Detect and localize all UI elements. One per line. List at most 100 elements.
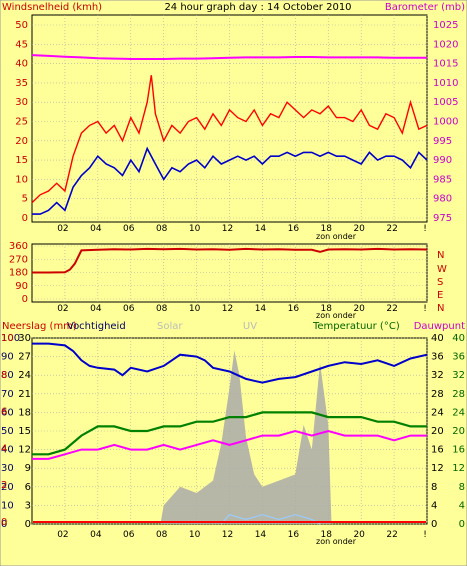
- panel-1-x-tick-label: 22: [386, 224, 397, 234]
- wind-y-tick-label: 15: [15, 155, 28, 166]
- wind-barometer-panel: 0510152025303540455097598098599099510001…: [2, 2, 465, 241]
- direction-y-tick-label: 180: [9, 268, 28, 279]
- uv-line: [220, 514, 321, 525]
- solar-tick-label: 3: [25, 500, 31, 511]
- panel-1-x-tick-label: 06: [123, 224, 135, 234]
- panel-2-x-tick-label: 20: [353, 304, 365, 314]
- solar-tick-label: 30: [18, 333, 31, 344]
- panel-1-x-tick-label: 14: [255, 224, 267, 234]
- uv-tick-label: 0: [431, 519, 437, 530]
- panel-2-frame: [31, 243, 428, 303]
- rain-tick-label: 2: [1, 480, 7, 491]
- uv-tick-label: 28: [431, 389, 444, 400]
- rain-tick-label: 4: [1, 443, 7, 454]
- solar-axis-label: Solar: [157, 321, 183, 332]
- wind-direction-line: [32, 247, 428, 274]
- rain-tick-label: 8: [1, 370, 7, 381]
- rain-tick-label: 10: [1, 333, 14, 344]
- temperature-tick-label: 20: [452, 426, 465, 437]
- panel-2-x-tick-label: !: [423, 304, 427, 314]
- solar-tick-label: 24: [18, 370, 31, 381]
- uv-tick-label: 8: [431, 482, 437, 493]
- wind-y-tick-label: 0: [22, 213, 28, 224]
- chart-title: 24 hour graph day : 14 October 2010: [164, 2, 351, 13]
- panel-1-x-tick-label: 02: [57, 224, 68, 234]
- panel-2-x-tick-label: 12: [222, 304, 233, 314]
- temperature-tick-label: 8: [459, 482, 465, 493]
- solar-area: [160, 350, 332, 524]
- temperature-tick-label: 4: [459, 500, 465, 511]
- panel-1-x-tick-label: 12: [222, 224, 233, 234]
- humidity-tick-label: 20: [1, 482, 14, 493]
- temperature-tick-label: 24: [452, 407, 465, 418]
- dewpoint-axis-label: Dauwpunt: [414, 321, 465, 332]
- direction-y-tick-label: 270: [9, 254, 28, 265]
- wind-speed-line: [32, 146, 428, 215]
- panel-3-x-tick-label: !: [423, 530, 427, 540]
- panel-3-x-tick-label: 16: [288, 530, 300, 540]
- barometer-tick-label: 985: [433, 174, 452, 185]
- wind-y-tick-label: 5: [22, 194, 28, 205]
- solar-tick-label: 9: [25, 463, 31, 474]
- uv-tick-label: 36: [431, 352, 444, 363]
- compass-tick-label: W: [437, 264, 447, 275]
- barometer-tick-label: 980: [433, 194, 452, 205]
- wind-y-tick-label: 45: [15, 39, 28, 50]
- panel-1-x-tick-label: 18: [321, 224, 333, 234]
- humidity-tick-label: 60: [1, 407, 14, 418]
- panel-1-frame: [31, 14, 428, 223]
- panel-2-x-tick-label: 18: [321, 304, 333, 314]
- barometer-tick-label: 1010: [433, 78, 458, 89]
- humidity-tick-label: 80: [1, 370, 14, 381]
- panel-3-x-tick-label: 10: [189, 530, 201, 540]
- humidity-tick-label: 90: [1, 352, 14, 363]
- direction-y-tick-label: 0: [22, 294, 28, 305]
- direction-y-tick-label: 90: [15, 281, 28, 292]
- solar-tick-label: 15: [18, 426, 31, 437]
- wind-y-tick-label: 35: [15, 78, 28, 89]
- barometer-axis-label: Barometer (mb): [385, 2, 465, 13]
- panel-3-x-tick-label: 08: [156, 530, 168, 540]
- barometer-tick-label: 1025: [433, 20, 458, 31]
- compass-tick-label: N: [437, 303, 444, 314]
- solar-tick-label: 6: [25, 482, 31, 493]
- wind-y-tick-label: 25: [15, 117, 28, 128]
- panel-2-x-tick-label: 22: [386, 304, 397, 314]
- temperature-tick-label: 28: [452, 389, 465, 400]
- uv-tick-label: 4: [431, 500, 437, 511]
- barometer-tick-label: 1020: [433, 39, 458, 50]
- panel-3-x-tick-label: 06: [123, 530, 135, 540]
- barometer-tick-label: 995: [433, 136, 452, 147]
- panel-3-series: [32, 342, 428, 525]
- solar-tick-label: 18: [18, 407, 31, 418]
- humidity-axis-label: Vochtigheid: [67, 321, 126, 332]
- panel-1-x-tick-label: 08: [156, 224, 168, 234]
- panel-1-series: [31, 54, 428, 215]
- panel-3-sunset-annotation: zon onder: [316, 537, 357, 546]
- panel-1-x-tick-label: 20: [353, 224, 365, 234]
- humidity-tick-label: 30: [1, 463, 14, 474]
- wind-y-tick-label: 20: [15, 136, 28, 147]
- panel-3-x-tick-label: 04: [90, 530, 102, 540]
- panel-3-x-tick-label: 22: [386, 530, 397, 540]
- compass-tick-label: E: [437, 290, 443, 301]
- rain-tick-label: 0: [1, 517, 7, 528]
- panel-2-grid: [32, 244, 428, 302]
- wind-y-tick-label: 40: [15, 59, 28, 70]
- humidity-tick-label: 40: [1, 445, 14, 456]
- direction-y-tick-label: 360: [9, 241, 28, 252]
- uv-tick-label: 40: [431, 333, 444, 344]
- solar-tick-label: 0: [25, 519, 31, 530]
- temperature-tick-label: 40: [452, 333, 465, 344]
- compass-tick-label: S: [437, 277, 443, 288]
- dewpoint-line: [32, 429, 427, 460]
- uv-tick-label: 12: [431, 463, 444, 474]
- wind-y-tick-label: 10: [15, 174, 28, 185]
- humidity-tick-label: 100: [1, 333, 20, 344]
- rain-axis-label: Neerslag (mm): [2, 321, 77, 332]
- panel-3-x-tick-label: 12: [222, 530, 233, 540]
- humidity-tick-label: 0: [1, 519, 7, 530]
